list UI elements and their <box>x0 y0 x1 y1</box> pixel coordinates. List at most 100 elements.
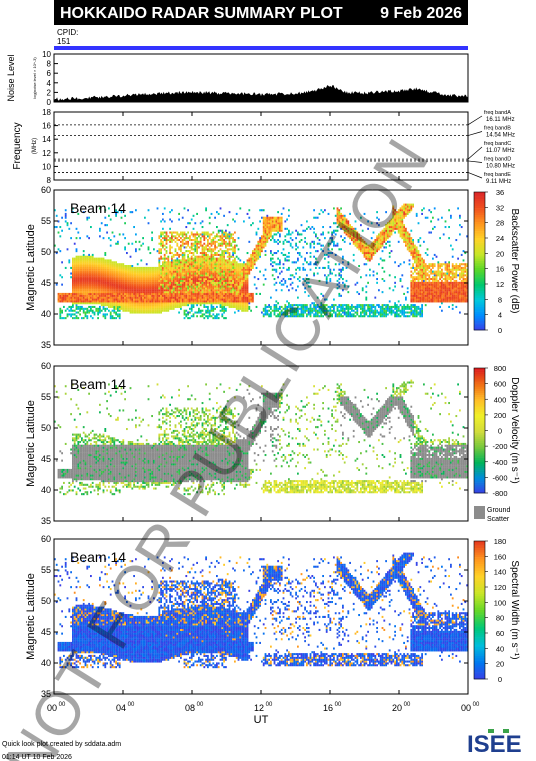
heatmap-cell <box>147 291 150 294</box>
heatmap-cell <box>408 248 411 251</box>
heatmap-cell <box>316 272 319 275</box>
heatmap-cell <box>106 313 108 316</box>
heatmap-cell <box>154 300 157 303</box>
heatmap-cell <box>72 263 74 266</box>
heatmap-cell <box>131 265 134 268</box>
heatmap-cell <box>201 233 204 236</box>
heatmap-cell <box>129 291 132 294</box>
heatmap-cell <box>345 315 348 318</box>
heatmap-cell <box>302 266 305 269</box>
heatmap-cell <box>160 274 162 277</box>
heatmap-cell <box>158 276 161 279</box>
heatmap-cell <box>214 291 216 294</box>
heatmap-cell <box>174 268 177 271</box>
heatmap-cell <box>172 304 175 307</box>
heatmap-cell <box>266 218 269 221</box>
heatmap-cell <box>268 305 270 308</box>
heatmap-cell <box>189 268 191 271</box>
heatmap-cell <box>315 263 317 266</box>
heatmap-cell <box>147 274 150 277</box>
heatmap-cell <box>66 315 69 318</box>
heatmap-cell <box>189 298 191 301</box>
heatmap-cell <box>131 291 134 294</box>
heatmap-cell <box>120 292 123 295</box>
heatmap-cell <box>160 270 162 273</box>
heatmap-cell <box>147 270 150 273</box>
heatmap-cell <box>169 268 171 271</box>
heatmap-cell <box>234 302 236 305</box>
heatmap-cell <box>162 265 164 268</box>
heatmap-cell <box>221 289 224 292</box>
heatmap-cell <box>214 315 216 318</box>
heatmap-cell <box>192 300 195 303</box>
heatmap-cell <box>217 294 220 297</box>
heatmap-cell <box>88 292 90 295</box>
heatmap-cell <box>322 305 324 308</box>
heatmap-cell <box>264 304 267 307</box>
heatmap-cell <box>118 270 121 273</box>
heatmap-cell <box>113 302 116 305</box>
heatmap-cell <box>365 257 368 260</box>
heatmap-cell <box>172 266 175 269</box>
heatmap-cell <box>73 276 76 279</box>
heatmap-cell <box>117 278 119 281</box>
heatmap-cell <box>306 261 308 264</box>
heatmap-cell <box>158 274 161 277</box>
heatmap-cell <box>172 307 175 310</box>
heatmap-cell <box>205 255 207 258</box>
heatmap-cell <box>171 294 173 297</box>
heatmap-cell <box>149 302 152 305</box>
heatmap-cell <box>214 272 216 275</box>
heatmap-cell <box>117 296 119 299</box>
heatmap-cell <box>180 302 182 305</box>
heatmap-cell <box>250 266 252 269</box>
heatmap-cell <box>194 278 197 281</box>
heatmap-cell <box>162 285 164 288</box>
heatmap-cell <box>131 311 134 314</box>
heatmap-cell <box>295 237 297 240</box>
heatmap-cell <box>93 285 96 288</box>
heatmap-cell <box>369 313 371 316</box>
heatmap-cell <box>277 211 279 214</box>
heatmap-cell <box>232 259 234 262</box>
heatmap-cell <box>208 222 211 225</box>
heatmap-cell <box>237 294 240 297</box>
heatmap-cell <box>185 233 188 236</box>
heatmap-cell <box>219 278 222 281</box>
heatmap-cell <box>338 214 341 217</box>
heatmap-cell <box>163 285 166 288</box>
heatmap-cell <box>367 304 369 307</box>
heatmap-cell <box>118 283 121 286</box>
heatmap-cell <box>73 298 76 301</box>
heatmap-cell <box>259 242 261 245</box>
heatmap-cell <box>349 313 351 316</box>
heatmap-cell <box>264 253 267 256</box>
heatmap-cell <box>185 265 188 268</box>
heatmap-cell <box>228 279 231 282</box>
heatmap-cell <box>275 270 278 273</box>
heatmap-cell <box>289 233 292 236</box>
heatmap-cell <box>196 255 198 258</box>
heatmap-cell <box>271 253 274 256</box>
heatmap-cell <box>135 305 137 308</box>
heatmap-cell <box>297 231 299 234</box>
heatmap-cell <box>255 255 258 258</box>
heatmap-cell <box>280 252 283 255</box>
heatmap-cell <box>356 240 359 243</box>
heatmap-cell <box>102 261 105 264</box>
heatmap-cell <box>79 281 81 284</box>
heatmap-cell <box>180 279 182 282</box>
heatmap-cell <box>72 309 74 312</box>
heatmap-cell <box>324 257 326 260</box>
heatmap-cell <box>133 307 135 310</box>
heatmap-cell <box>298 268 301 271</box>
heatmap-cell <box>162 233 164 236</box>
heatmap-cell <box>154 291 157 294</box>
heatmap-cell <box>205 300 207 303</box>
heatmap-cell <box>282 240 285 243</box>
heatmap-cell <box>199 300 202 303</box>
heatmap-cell <box>183 246 186 249</box>
heatmap-cell <box>142 292 144 295</box>
heatmap-cell <box>118 309 121 312</box>
heatmap-cell <box>363 244 366 247</box>
